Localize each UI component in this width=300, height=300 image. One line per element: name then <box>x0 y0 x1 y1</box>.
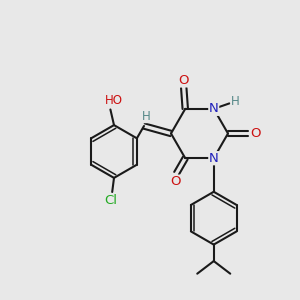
Text: O: O <box>251 127 261 140</box>
Text: O: O <box>178 74 189 87</box>
Text: N: N <box>209 152 219 165</box>
Text: H: H <box>142 110 151 123</box>
Text: H: H <box>231 95 240 108</box>
Text: N: N <box>209 102 219 115</box>
Text: HO: HO <box>104 94 122 107</box>
Text: Cl: Cl <box>104 194 118 208</box>
Text: O: O <box>170 175 180 188</box>
